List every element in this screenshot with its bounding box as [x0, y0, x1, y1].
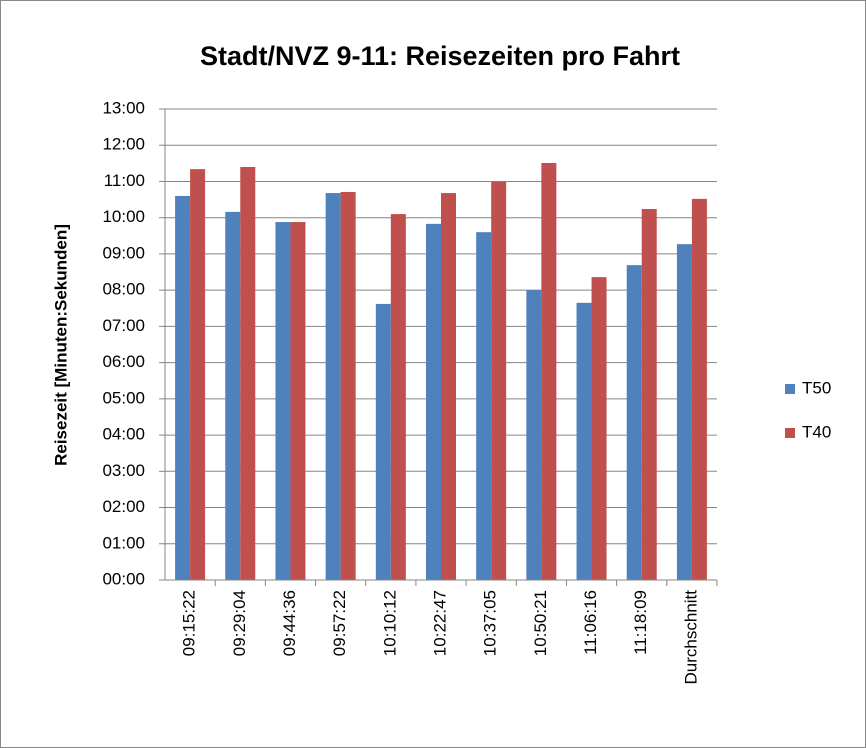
bar: [491, 181, 507, 580]
bar: [426, 223, 441, 580]
y-tick-label: 10:00: [102, 207, 145, 226]
x-tick-label: Durchschnitt: [681, 590, 700, 685]
bar: [626, 265, 642, 580]
x-tick-label: 10:50:21: [531, 590, 550, 656]
x-tick-label: 11:18:09: [631, 590, 650, 655]
chart-title: Stadt/NVZ 9-11: Reisezeiten pro Fahrt: [200, 41, 680, 71]
y-tick-label: 01:00: [102, 533, 145, 552]
bar: [190, 169, 206, 581]
y-tick-label: 06:00: [102, 352, 145, 371]
y-tick-label: 02:00: [102, 497, 145, 516]
x-tick-label: 10:10:12: [380, 590, 399, 656]
y-axis-label: Reisezeit [Minuten:Sekunden]: [51, 224, 70, 466]
bar: [641, 208, 657, 580]
y-tick-label: 11:00: [104, 171, 145, 190]
x-tick-label: 09:29:04: [230, 590, 249, 656]
bar: [476, 232, 492, 580]
bar: [541, 162, 557, 581]
x-tick-label: 09:15:22: [180, 590, 199, 656]
y-tick-label: 09:00: [102, 243, 145, 262]
bar: [275, 222, 291, 581]
bar: [225, 211, 241, 580]
bar: [290, 222, 306, 581]
legend-swatch: [785, 428, 795, 438]
bar: [175, 195, 191, 580]
bar: [591, 277, 607, 580]
y-tick-label: 07:00: [102, 316, 145, 335]
bar: [691, 198, 707, 581]
bar: [441, 193, 456, 580]
bar: [325, 193, 341, 580]
legend-label: T50: [802, 378, 831, 397]
y-tick-label: 04:00: [102, 425, 145, 444]
legend-label: T40: [802, 422, 831, 441]
x-tick-label: 09:57:22: [330, 590, 349, 656]
bar: [390, 214, 406, 581]
x-tick-label: 11:06:16: [581, 590, 600, 655]
y-tick-label: 12:00: [102, 135, 145, 154]
bar: [526, 290, 542, 580]
y-tick-label: 08:00: [102, 280, 145, 299]
y-tick-label: 13:00: [102, 98, 145, 117]
y-tick-label: 00:00: [102, 569, 145, 588]
bar: [375, 303, 391, 580]
bar: [240, 166, 256, 580]
y-tick-label: 03:00: [102, 461, 145, 480]
x-tick-label: 09:44:36: [280, 590, 299, 656]
x-tick-label: 10:22:47: [430, 590, 449, 656]
legend-swatch: [785, 384, 795, 394]
bar: [340, 191, 356, 581]
y-tick-label: 05:00: [102, 388, 145, 407]
x-tick-label: 10:37:05: [481, 590, 500, 656]
bar: [676, 244, 692, 581]
bar: [576, 302, 592, 580]
